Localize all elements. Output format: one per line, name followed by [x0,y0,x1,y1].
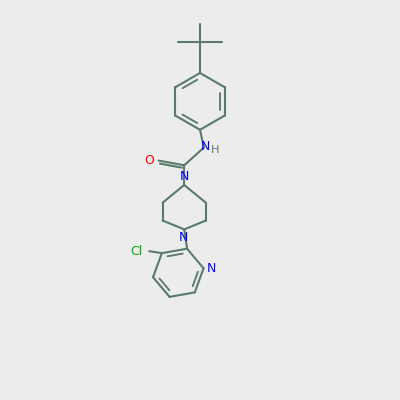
Text: N: N [179,231,188,244]
Text: O: O [144,154,154,167]
Text: N: N [201,140,211,153]
Text: N: N [206,262,216,275]
Text: N: N [180,170,189,183]
Text: Cl: Cl [130,245,142,258]
Text: H: H [211,145,219,155]
